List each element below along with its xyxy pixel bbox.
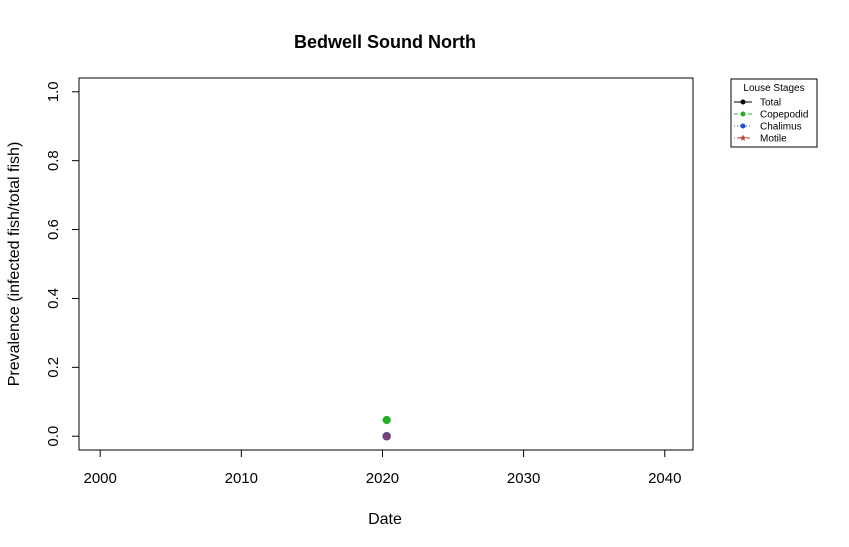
plot-area [78,77,694,451]
legend-marker-motile [739,134,747,141]
y-tick-label: 0.0 [45,426,62,447]
x-axis-label: Date [368,511,402,528]
legend-label-total: Total [760,98,781,109]
y-tick-label: 1.0 [45,81,62,102]
x-axis: 2000 2010 2020 2030 2040 [83,449,681,487]
legend-entry-total: Total [734,98,781,109]
x-tick-label: 2000 [83,470,116,487]
legend: Louse Stages TotalCopepodidChalimusMotil… [730,78,818,148]
legend-label-chalimus: Chalimus [760,122,802,133]
legend-box [730,78,818,148]
y-tick-label: 0.2 [45,357,62,378]
y-tick-label: 0.6 [45,219,62,240]
legend-entry-chalimus: Chalimus [734,122,802,133]
x-tick-label: 2010 [225,470,258,487]
x-tick-label: 2040 [648,470,681,487]
chart-title: Bedwell Sound North [294,32,476,52]
legend-marker-copepodid [740,111,746,117]
legend-label-motile: Motile [760,134,787,145]
data-point-copepodid [382,415,391,425]
legend-title: Louse Stages [743,83,804,94]
y-tick-label: 0.4 [45,288,62,309]
x-tick-label: 2020 [366,470,399,487]
x-tick-label: 2030 [507,470,540,487]
y-tick-label: 0.8 [45,150,62,171]
legend-entry-motile: Motile [734,134,787,145]
legend-label-copepodid: Copepodid [760,110,808,121]
data-point-motile [381,431,392,441]
data-marks [381,415,392,441]
y-axis-label: Prevalence (infected fish/total fish) [6,142,23,387]
legend-entry-copepodid: Copepodid [734,110,808,121]
legend-marker-total [740,99,746,105]
legend-marker-chalimus [740,123,746,129]
y-axis: 0.0 0.2 0.4 0.6 0.8 1.0 [45,81,80,447]
